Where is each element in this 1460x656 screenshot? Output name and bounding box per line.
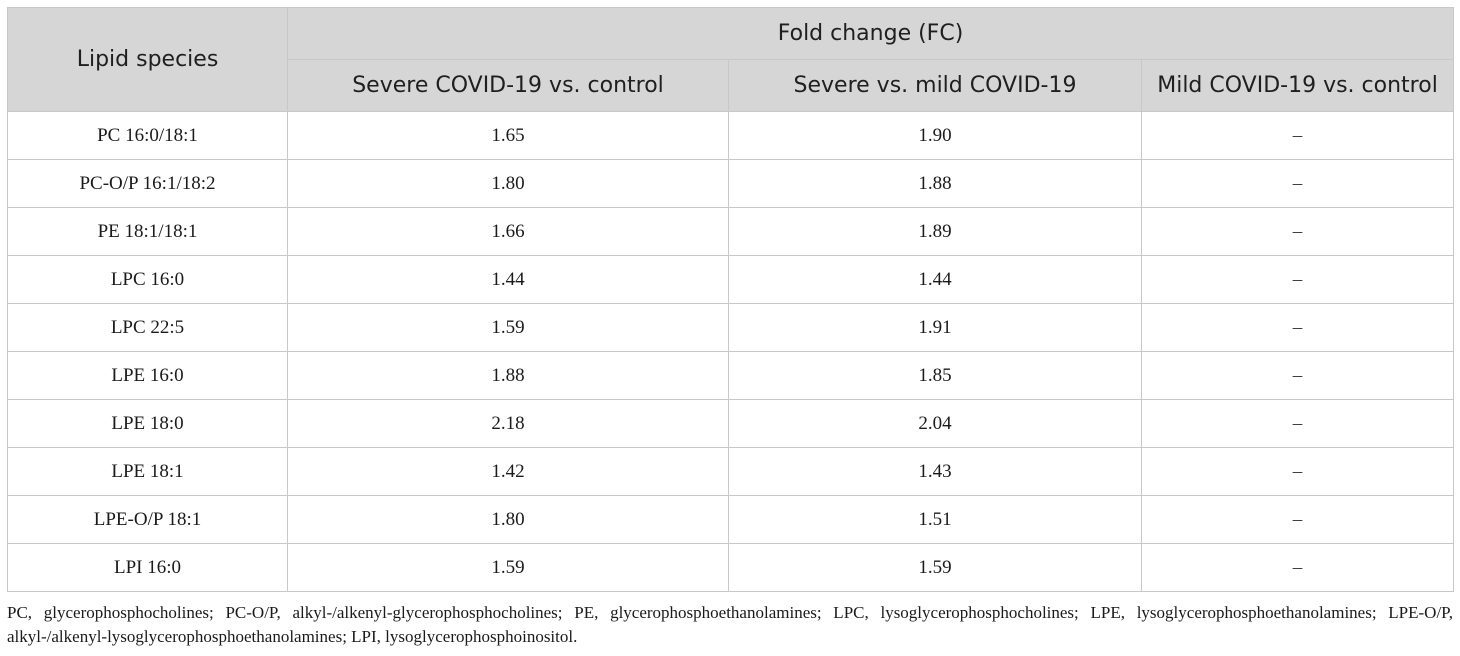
cell-severe-vs-control: 1.44	[287, 255, 729, 304]
table-row: LPC 22:5 1.59 1.91–	[7, 303, 1455, 352]
cell-mild-vs-control: –	[1140, 447, 1455, 496]
cell-mild-vs-control: –	[1140, 543, 1455, 592]
cell-severe-vs-control: 1.80	[287, 159, 729, 208]
header-lipid-species: Lipid species	[7, 7, 288, 112]
cell-lipid-species: LPE 18:0	[7, 399, 288, 448]
table-header: Lipid species Fold change (FC) Severe CO…	[7, 7, 1455, 112]
table-row: PC-O/P 16:1/18:2 1.80 1.88–	[7, 159, 1455, 208]
header-row-group: Lipid species Fold change (FC)	[7, 7, 1455, 112]
fold-change-table: Lipid species Fold change (FC) Severe CO…	[7, 7, 1455, 592]
cell-mild-vs-control: –	[1140, 303, 1455, 352]
cell-mild-vs-control: –	[1140, 111, 1455, 160]
cell-lipid-species: LPC 22:5	[7, 303, 288, 352]
cell-lipid-species: PE 18:1/18:1	[7, 207, 288, 256]
table-row: LPC 16:0 1.44 1.44–	[7, 255, 1455, 304]
table-row: LPE 16:0 1.88 1.85–	[7, 351, 1455, 400]
header-severe-vs-mild: Severe vs. mild COVID-19	[728, 59, 1142, 112]
cell-lipid-species: PC 16:0/18:1	[7, 111, 288, 160]
cell-severe-vs-control: 1.88	[287, 351, 729, 400]
header-severe-vs-control: Severe COVID-19 vs. control	[287, 59, 729, 112]
table-row: PC 16:0/18:1 1.65 1.90–	[7, 111, 1455, 160]
table-row: LPI 16:0 1.59 1.59–	[7, 543, 1455, 592]
header-fold-change: Fold change (FC)	[286, 7, 1455, 60]
cell-severe-vs-mild: 1.85	[728, 351, 1142, 400]
table-row: LPE 18:0 2.18 2.04–	[7, 399, 1455, 448]
cell-severe-vs-mild: 1.44	[728, 255, 1142, 304]
cell-severe-vs-mild: 1.59	[728, 543, 1142, 592]
cell-lipid-species: LPE 16:0	[7, 351, 288, 400]
cell-mild-vs-control: –	[1140, 159, 1455, 208]
cell-mild-vs-control: –	[1140, 495, 1455, 544]
cell-lipid-species: LPE 18:1	[7, 447, 288, 496]
cell-severe-vs-control: 1.80	[287, 495, 729, 544]
table-row: LPE 18:1 1.42 1.43–	[7, 447, 1455, 496]
header-row-comparisons: Severe COVID-19 vs. control Severe vs. m…	[8, 59, 1455, 112]
cell-lipid-species: LPE-O/P 18:1	[7, 495, 288, 544]
cell-lipid-species: PC-O/P 16:1/18:2	[7, 159, 288, 208]
table-row: PE 18:1/18:1 1.66 1.89–	[7, 207, 1455, 256]
header-mild-vs-control: Mild COVID-19 vs. control	[1140, 59, 1455, 112]
cell-mild-vs-control: –	[1140, 255, 1455, 304]
table-footnote: PC, glycerophosphocholines; PC-O/P, alky…	[7, 603, 1453, 646]
cell-severe-vs-mild: 2.04	[728, 399, 1142, 448]
cell-lipid-species: LPC 16:0	[7, 255, 288, 304]
cell-lipid-species: LPI 16:0	[7, 543, 288, 592]
cell-mild-vs-control: –	[1140, 207, 1455, 256]
cell-severe-vs-mild: 1.90	[728, 111, 1142, 160]
cell-severe-vs-mild: 1.89	[728, 207, 1142, 256]
table-row: LPE-O/P 18:1 1.80 1.51–	[7, 495, 1455, 544]
cell-severe-vs-control: 2.18	[287, 399, 729, 448]
cell-severe-vs-control: 1.59	[287, 543, 729, 592]
cell-severe-vs-mild: 1.88	[728, 159, 1142, 208]
cell-severe-vs-control: 1.66	[287, 207, 729, 256]
cell-severe-vs-control: 1.59	[287, 303, 729, 352]
table-container: Lipid species Fold change (FC) Severe CO…	[7, 7, 1455, 649]
cell-mild-vs-control: –	[1140, 351, 1455, 400]
cell-severe-vs-mild: 1.51	[728, 495, 1142, 544]
cell-severe-vs-control: 1.65	[287, 111, 729, 160]
cell-severe-vs-control: 1.42	[287, 447, 729, 496]
table-body: PC 16:0/18:1 1.65 1.90– PC-O/P 16:1/18:2 1.8…	[7, 111, 1455, 592]
cell-severe-vs-mild: 1.91	[728, 303, 1142, 352]
cell-mild-vs-control: –	[1140, 399, 1455, 448]
cell-severe-vs-mild: 1.43	[728, 447, 1142, 496]
